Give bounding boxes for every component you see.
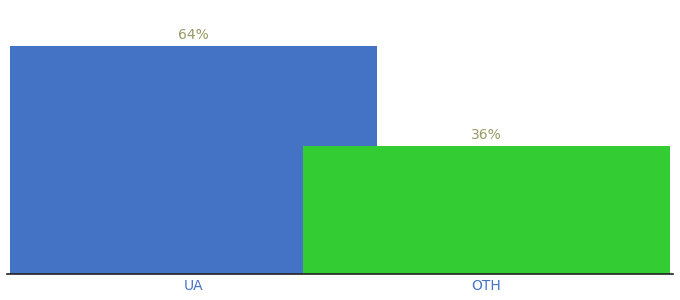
Bar [10, 46, 377, 274]
Bar [303, 146, 670, 274]
Text: 64%: 64% [178, 28, 209, 43]
Text: 36%: 36% [471, 128, 502, 142]
